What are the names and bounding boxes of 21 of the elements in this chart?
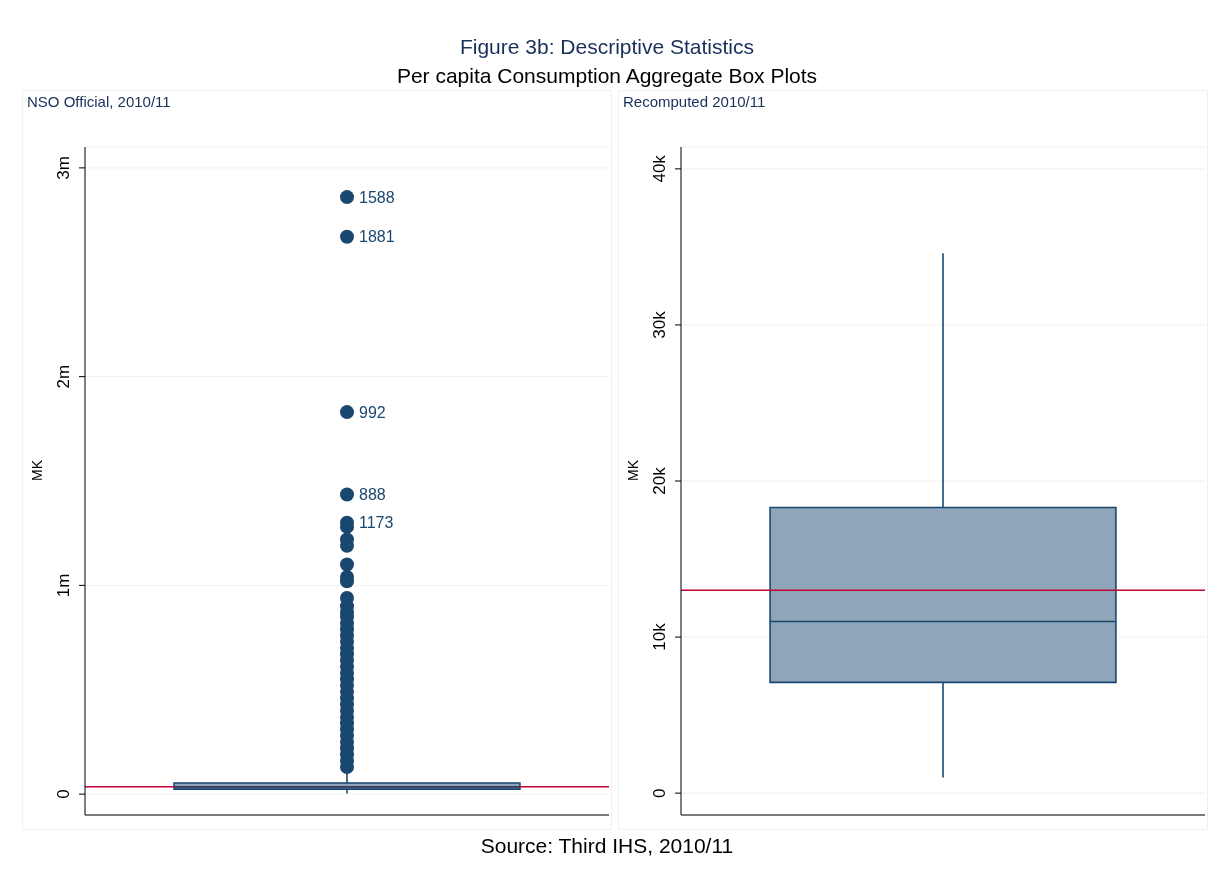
annotation: 1881 — [359, 228, 395, 246]
y-tick-label: 10k — [650, 622, 669, 651]
chart-title: NSO Official, 2010/11 — [27, 93, 171, 110]
y-axis-title: MK — [28, 459, 45, 481]
annotation: 992 — [359, 403, 386, 421]
text: Per capita Consumption Aggregate Box Plots — [395, 63, 819, 89]
y-tick-label: 20k — [650, 466, 669, 495]
chart-title: Recomputed 2010/11 — [623, 93, 766, 110]
annotation: 888 — [359, 486, 386, 504]
annotation: 1588 — [359, 188, 395, 206]
y-tick-label: 3m — [54, 156, 73, 180]
y-axis-title: MK — [624, 459, 641, 481]
y-tick-label: 0 — [650, 788, 669, 798]
y-tick-label: 30k — [650, 310, 669, 339]
annotation: 1173 — [359, 514, 394, 532]
y-tick-label: 0 — [54, 789, 73, 799]
source-note: Source: Third IHS, 2010/11 — [479, 834, 735, 858]
y-tick-label: 2m — [54, 364, 73, 389]
caption: Figure 3b: Descriptive Statistics — [458, 34, 756, 60]
y-tick-label: 1m — [54, 573, 73, 598]
y-tick-label: 40k — [650, 154, 669, 183]
